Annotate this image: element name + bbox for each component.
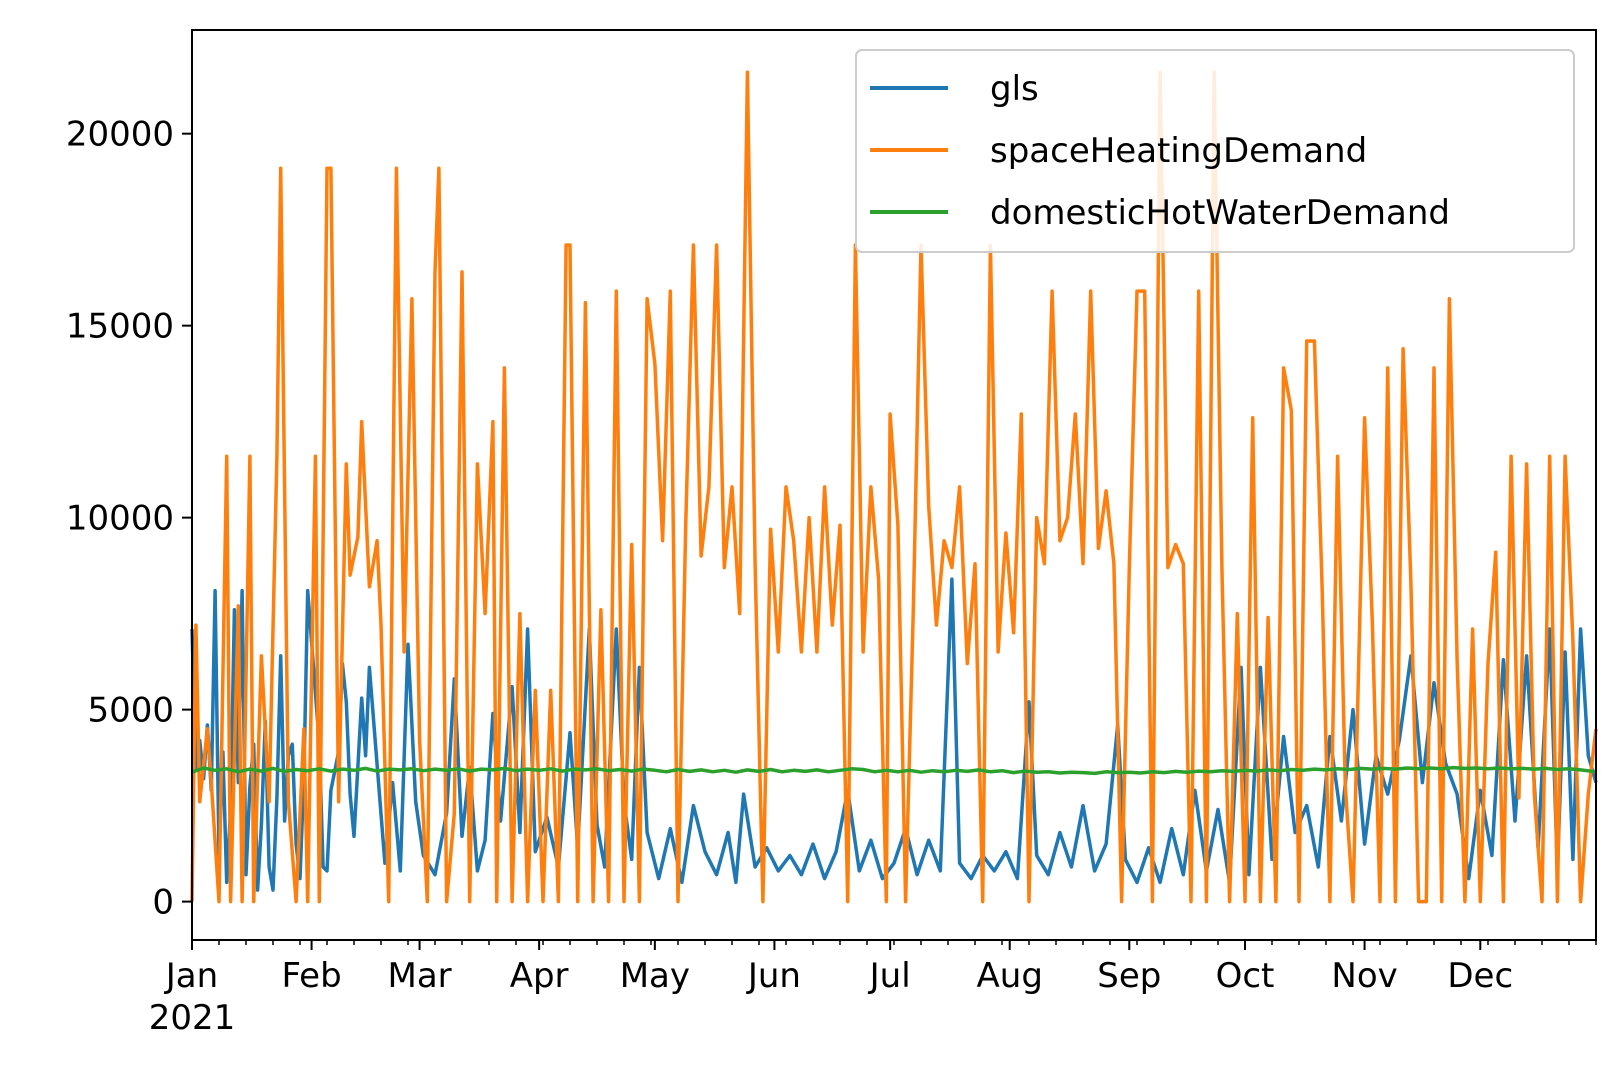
series-line-spaceHeatingDemand <box>190 70 1598 904</box>
series-layer <box>190 70 1598 904</box>
x-tick-label: Jan <box>164 956 218 996</box>
y-tick-label: 0 <box>152 883 174 923</box>
x-tick-label: Aug <box>977 956 1043 996</box>
series-line-gls <box>190 577 1598 892</box>
y-tick-label: 10000 <box>66 499 174 539</box>
x-tick-sublabel: 2021 <box>149 998 236 1038</box>
legend-label-domesticHotWaterDemand: domesticHotWaterDemand <box>990 193 1450 233</box>
x-tick-label: Nov <box>1331 956 1397 996</box>
x-tick-label: Jun <box>746 956 801 996</box>
x-tick-label: May <box>620 956 690 996</box>
x-tick-label: Feb <box>281 956 341 996</box>
x-tick-label: Jul <box>868 956 911 996</box>
x-tick-label: Mar <box>387 956 451 996</box>
legend-label-gls: gls <box>990 69 1039 109</box>
x-tick-label: Oct <box>1216 956 1275 996</box>
y-tick-label: 15000 <box>66 307 174 347</box>
legend-label-spaceHeatingDemand: spaceHeatingDemand <box>990 131 1367 171</box>
y-tick-label: 20000 <box>66 115 174 155</box>
legend-box <box>855 49 1575 253</box>
y-axis: 0 5000 10000 15000 20000 <box>66 115 192 923</box>
series-line-domesticHotWaterDemand <box>191 765 1597 776</box>
y-tick-label: 5000 <box>87 691 174 731</box>
legend: gls spaceHeatingDemand domesticHotWaterDem… <box>855 49 1575 253</box>
x-tick-label: Sep <box>1097 956 1161 996</box>
x-tick-label: Apr <box>510 956 569 996</box>
x-tick-label: Dec <box>1447 956 1513 996</box>
